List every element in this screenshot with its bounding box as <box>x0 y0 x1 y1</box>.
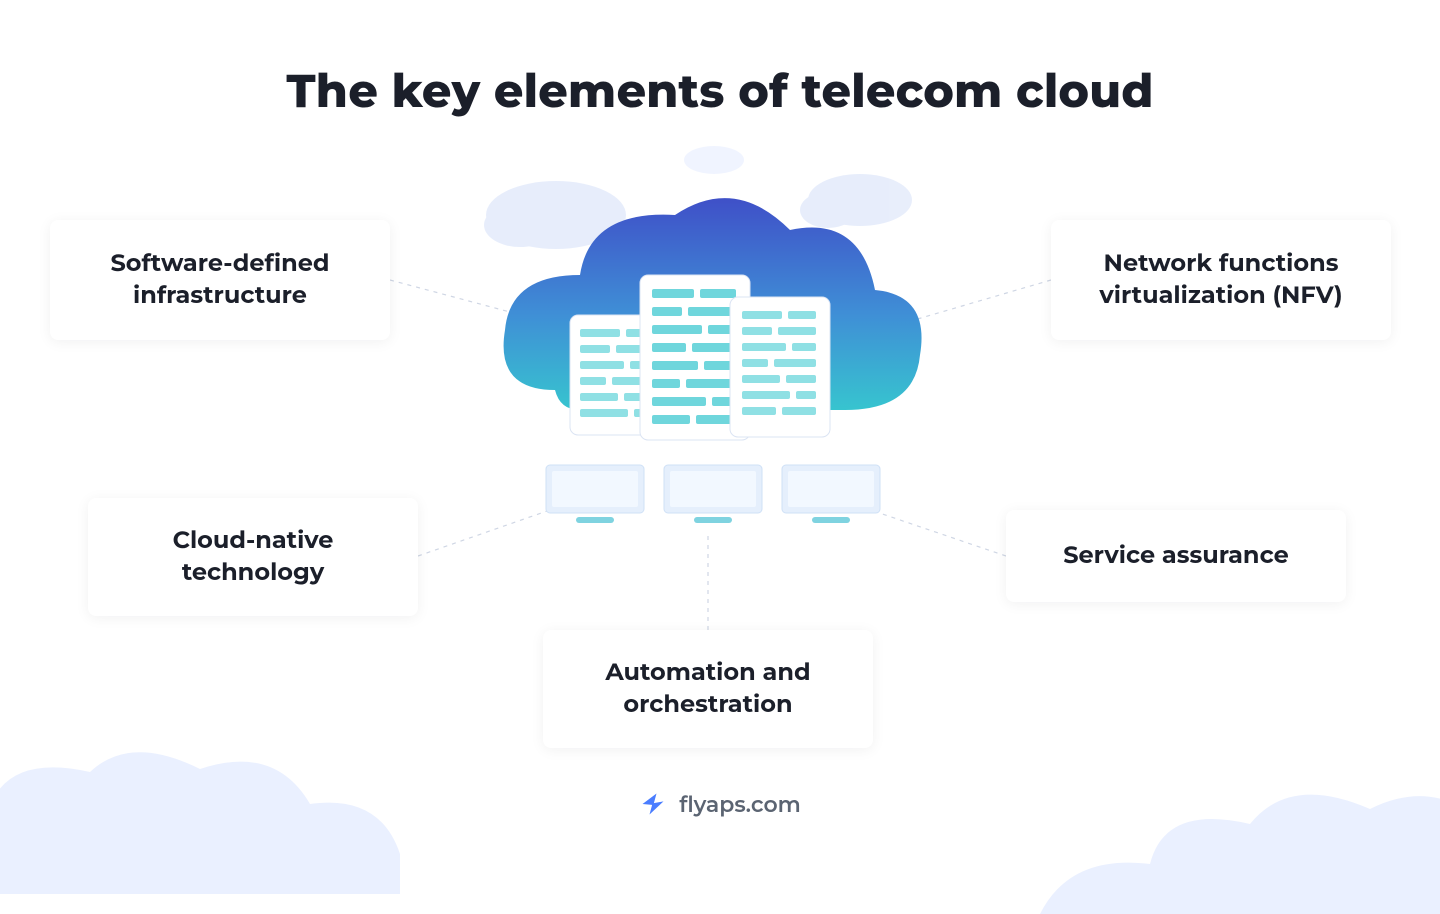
card-label: Service assurance <box>1063 540 1289 572</box>
flyaps-logo-icon <box>639 790 667 818</box>
card-label: Cloud-native technology <box>173 525 334 590</box>
card-label: Network functions virtualization (NFV) <box>1099 248 1342 313</box>
page-title: The key elements of telecom cloud <box>0 62 1440 119</box>
card-automation-orchestration: Automation and orchestration <box>543 630 873 748</box>
cloud-servers-illustration <box>460 155 960 575</box>
card-network-functions-virtualization: Network functions virtualization (NFV) <box>1051 220 1391 340</box>
footer-attribution: flyaps.com <box>0 790 1440 818</box>
card-service-assurance: Service assurance <box>1006 510 1346 602</box>
card-cloud-native-technology: Cloud-native technology <box>88 498 418 616</box>
card-label: Software-defined infrastructure <box>110 248 329 313</box>
footer-text: flyaps.com <box>679 791 801 818</box>
card-software-defined-infrastructure: Software-defined infrastructure <box>50 220 390 340</box>
card-label: Automation and orchestration <box>605 657 810 722</box>
